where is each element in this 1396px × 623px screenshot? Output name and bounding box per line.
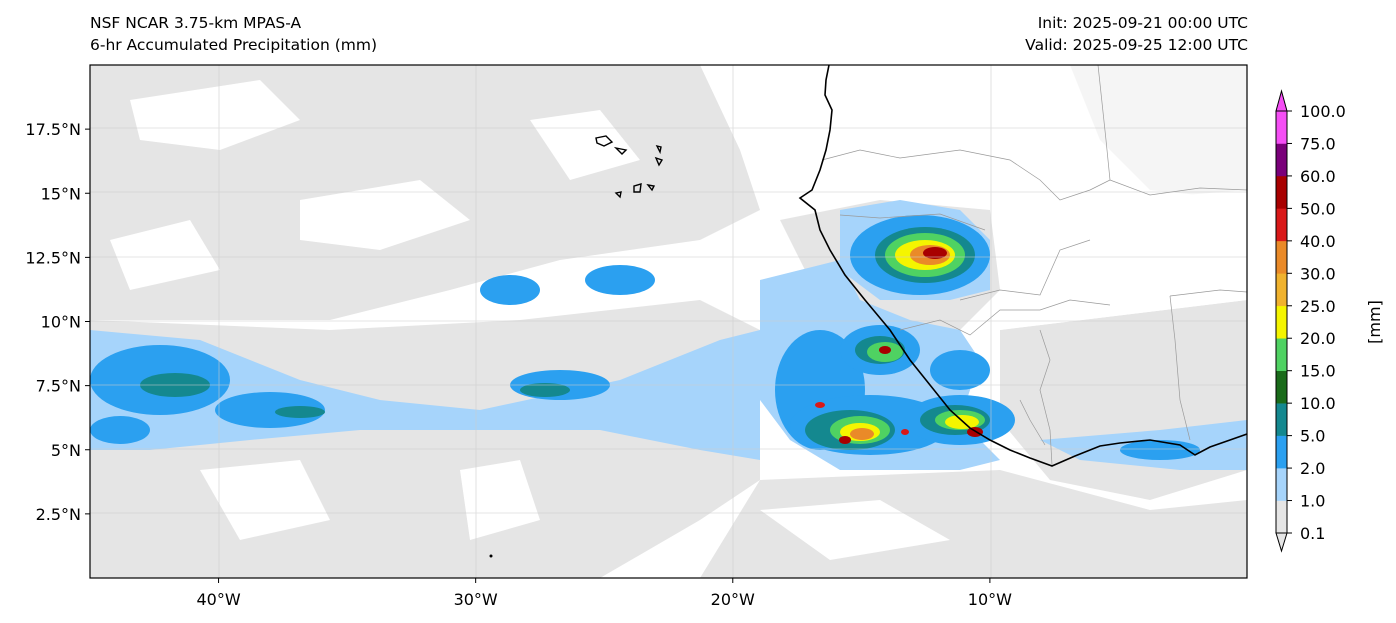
precip-peak-cores [815,247,983,444]
colorbar-segment [1276,175,1287,209]
colorbar-tick-label: 75.0 [1300,134,1336,153]
map-area [90,65,1247,578]
colorbar-tick-label: 25.0 [1300,297,1336,316]
colorbar-tick-label: 0.1 [1300,524,1325,543]
field-title: 6-hr Accumulated Precipitation (mm) [90,36,377,54]
colorbar-tick-label: 5.0 [1300,427,1325,446]
dry-gaps [110,80,1247,560]
colorbar-tick-label: 40.0 [1300,232,1336,251]
lat-tick-label: 15°N [41,184,81,203]
cape-verde-islands [595,135,664,199]
lat-tick-label: 17.5°N [25,120,81,139]
lat-tick-label: 10°N [41,313,81,332]
model-title: NSF NCAR 3.75-km MPAS-A [90,14,302,32]
colorbar-segment [1276,240,1287,274]
colorbar-tick-label: 10.0 [1300,394,1336,413]
colorbar-segment [1276,370,1287,404]
colorbar-tick-label: 2.0 [1300,459,1325,478]
colorbar-tick-label: 100.0 [1300,102,1346,121]
colorbar-segment [1276,403,1287,436]
latitude-axis: 2.5°N 5°N 7.5°N 10°N 12.5°N 15°N 17.5°N [25,120,90,524]
colorbar-segment [1276,435,1287,469]
colorbar-tick-label: 50.0 [1300,199,1336,218]
colorbar-tick-label: 60.0 [1300,167,1336,186]
country-borders [821,65,1247,466]
longitude-axis: 40°W 30°W 20°W 10°W [196,578,1012,609]
colorbar-min-extend [1275,532,1288,553]
lat-tick-label: 12.5°N [25,248,81,267]
colorbar-segment [1276,143,1287,177]
colorbar-segment [1276,273,1287,307]
island-dot [489,554,493,558]
colorbar-segment [1276,338,1287,371]
colorbar-segment [1276,468,1287,501]
colorbar-segment [1276,208,1287,242]
colorbar-outline [1275,110,1288,534]
coastline [798,65,1247,467]
colorbar-tick-label: 20.0 [1300,329,1336,348]
colorbar-tick-label: 30.0 [1300,264,1336,283]
colorbar-segment [1276,500,1287,534]
lat-tick-label: 2.5°N [36,505,81,524]
colorbar-unit-label: [mm] [1365,300,1384,344]
lon-tick-label: 40°W [196,590,240,609]
map-gridlines [90,65,1247,578]
valid-time: Valid: 2025-09-25 12:00 UTC [1025,36,1248,54]
init-time: Init: 2025-09-21 00:00 UTC [1037,14,1248,32]
lon-tick-label: 10°W [968,590,1012,609]
lon-tick-label: 20°W [711,590,755,609]
lon-tick-label: 30°W [454,590,498,609]
lat-tick-label: 7.5°N [36,377,81,396]
colorbar-tick-label: 15.0 [1300,362,1336,381]
colorbar-tick-label: 1.0 [1300,492,1325,511]
colorbar: 0.1 1.0 2.0 5.0 10.0 15.0 20.0 25.0 30.0 40.0 50.0… [1275,89,1346,553]
lat-tick-label: 5°N [51,441,81,460]
colorbar-segment [1276,305,1287,339]
colorbar-segment [1276,111,1287,144]
colorbar-max-extend [1275,89,1288,112]
